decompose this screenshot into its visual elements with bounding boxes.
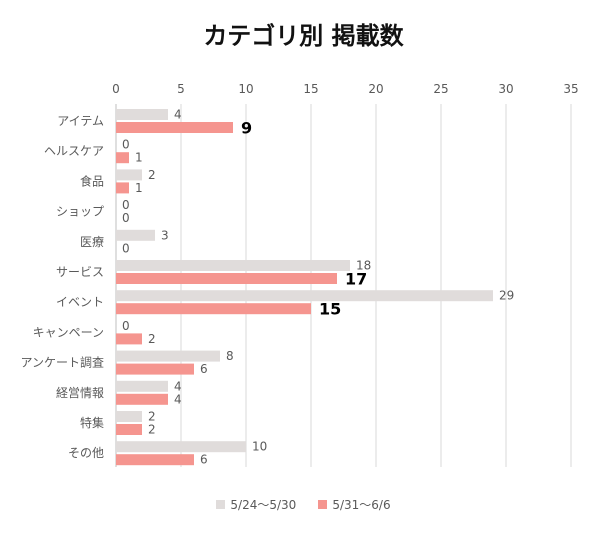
legend-item: 5/24～5/30 [216,496,296,513]
category-label: 食品 [80,173,104,188]
data-label: 9 [241,119,252,138]
legend-label: 5/31～6/6 [332,498,391,512]
legend-item: 5/31～6/6 [318,496,391,513]
data-label: 6 [200,362,208,376]
data-label: 0 [122,211,130,225]
x-tick-label: 15 [303,82,318,96]
x-tick-label: 25 [433,82,448,96]
category-label: その他 [68,446,104,460]
bar [116,109,168,120]
data-label: 8 [226,349,234,363]
bar [116,333,142,345]
bar [116,380,168,392]
data-label: 1 [135,181,143,195]
category-label: ショップ [56,205,104,219]
data-label: 18 [356,259,371,273]
bar [116,424,142,435]
data-label: 0 [122,138,130,152]
bar [116,169,142,181]
bar [116,152,129,164]
data-label: 2 [148,332,156,346]
data-label: 2 [148,423,156,437]
bar [116,441,246,453]
category-label: イベント [56,295,104,309]
data-label: 10 [252,440,267,454]
chart-title: カテゴリ別 掲載数 [203,22,404,50]
bar [116,229,155,241]
bar [116,273,337,284]
bar [116,303,311,315]
category-label: 経営情報 [56,386,104,400]
data-label: 3 [161,228,169,242]
data-label: 29 [499,289,514,303]
data-label: 1 [135,151,143,165]
bar [116,290,493,302]
bar [116,350,220,362]
x-tick-label: 5 [177,82,185,96]
x-tick-label: 30 [498,82,513,96]
x-tick-label: 20 [368,82,383,96]
category-label: キャンペーン [33,325,104,339]
legend-swatch [216,500,226,509]
legend-label: 5/24～5/30 [230,498,297,512]
legend: 5/24～5/30 5/31～6/6 [0,496,607,513]
x-tick-label: 10 [238,82,253,96]
category-label: 特集 [80,415,104,430]
legend-swatch [318,500,328,509]
bar [116,122,233,133]
category-label: 医療 [80,235,104,249]
data-label: 0 [122,319,130,333]
data-label: 17 [345,270,367,289]
data-label: 0 [122,241,130,255]
data-label: 4 [174,392,182,406]
category-label: アンケート調査 [20,356,104,370]
bar [116,182,129,194]
data-label: 15 [319,300,341,319]
data-label: 4 [174,108,182,122]
bar [116,363,194,375]
data-label: 4 [174,379,182,393]
data-label: 2 [148,168,156,182]
bar [116,454,194,466]
x-tick-label: 35 [563,82,578,96]
bar [116,260,350,271]
data-label: 0 [122,198,130,212]
category-label: ヘルスケア [44,144,104,158]
data-label: 2 [148,410,156,424]
x-tick-label: 0 [112,82,120,96]
category-label: サービス [56,265,104,279]
data-label: 6 [200,453,208,467]
bar [116,411,142,422]
category-label: アイテム [57,114,104,128]
bar [116,393,168,405]
